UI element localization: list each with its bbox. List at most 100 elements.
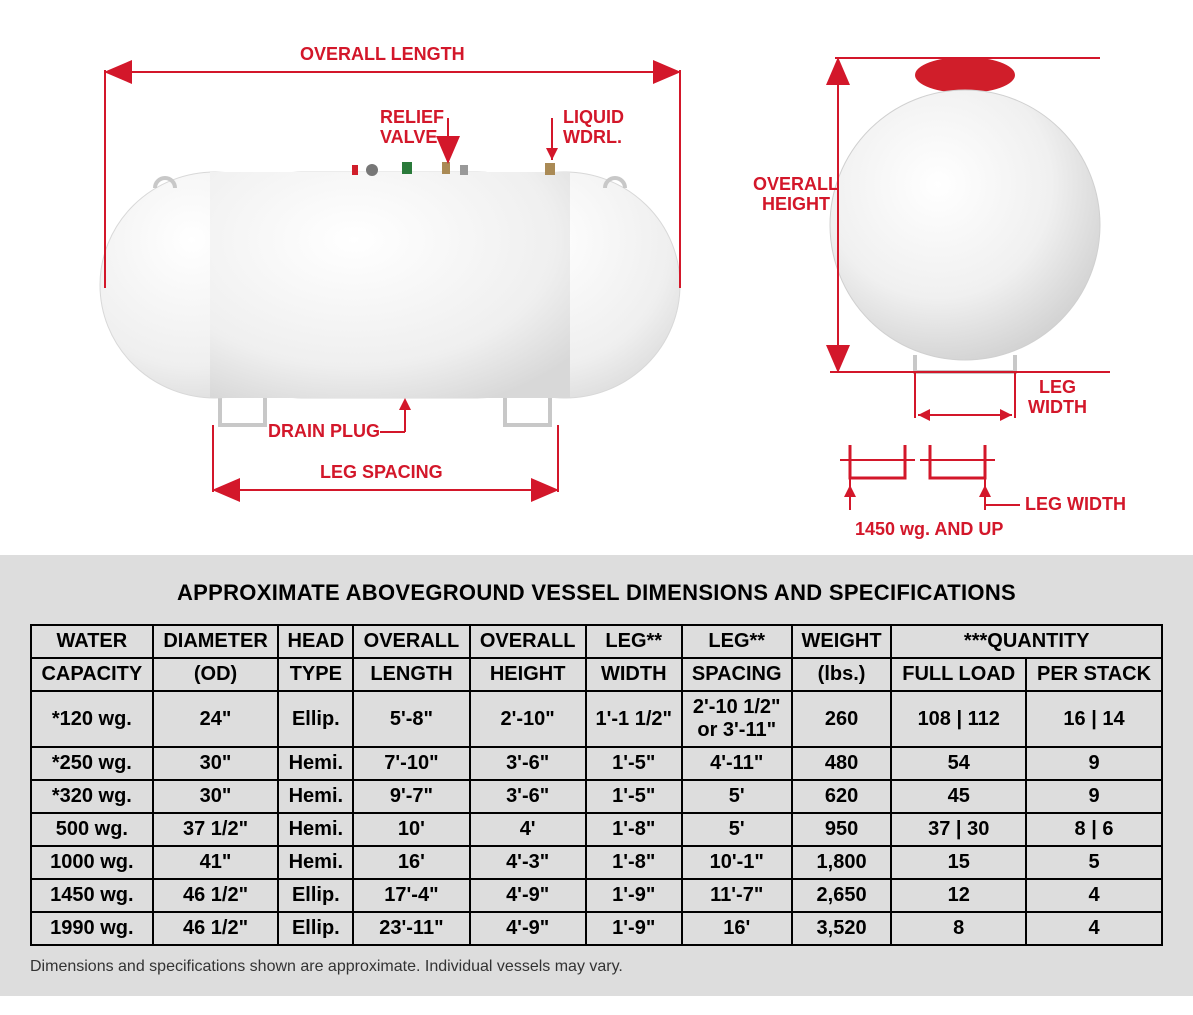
table-cell: Ellip. <box>278 691 353 747</box>
th: HEAD <box>278 625 353 658</box>
label-relief-valve: RELIEFVALVE <box>380 108 444 148</box>
table-cell: 9 <box>1026 747 1162 780</box>
th: OVERALL <box>470 625 586 658</box>
table-cell: 1'-8" <box>586 846 682 879</box>
table-cell: 12 <box>891 879 1026 912</box>
table-cell: *250 wg. <box>31 747 153 780</box>
table-cell: 54 <box>891 747 1026 780</box>
table-cell: 3'-6" <box>470 747 586 780</box>
label-drain-plug: DRAIN PLUG <box>268 422 380 442</box>
table-cell: 10'-1" <box>682 846 792 879</box>
table-cell: 4 <box>1026 912 1162 945</box>
header-row-2: CAPACITY (OD) TYPE LENGTH HEIGHT WIDTH S… <box>31 658 1162 691</box>
th: DIAMETER <box>153 625 279 658</box>
th: PER STACK <box>1026 658 1162 691</box>
label-leg-spacing: LEG SPACING <box>320 463 443 483</box>
table-cell: 4'-9" <box>470 879 586 912</box>
table-row: *120 wg.24"Ellip.5'-8"2'-10"1'-1 1/2"2'-… <box>31 691 1162 747</box>
table-row: 500 wg.37 1/2"Hemi.10'4'1'-8"5'95037 | 3… <box>31 813 1162 846</box>
table-cell: 480 <box>792 747 892 780</box>
th: SPACING <box>682 658 792 691</box>
label-leg-width-top: LEGWIDTH <box>1028 378 1087 418</box>
table-cell: Hemi. <box>278 780 353 813</box>
table-row: *320 wg.30"Hemi.9'-7"3'-6"1'-5"5'620459 <box>31 780 1162 813</box>
table-cell: 46 1/2" <box>153 912 279 945</box>
table-cell: 2,650 <box>792 879 892 912</box>
header-row-1: WATER DIAMETER HEAD OVERALL OVERALL LEG*… <box>31 625 1162 658</box>
table-cell: 1'-1 1/2" <box>586 691 682 747</box>
table-cell: 10' <box>353 813 469 846</box>
table-section: APPROXIMATE ABOVEGROUND VESSEL DIMENSION… <box>0 555 1193 996</box>
th: WATER <box>31 625 153 658</box>
table-cell: 30" <box>153 780 279 813</box>
table-cell: 24" <box>153 691 279 747</box>
table-cell: 108 | 112 <box>891 691 1026 747</box>
table-cell: 1'-9" <box>586 912 682 945</box>
table-cell: 37 1/2" <box>153 813 279 846</box>
th: LENGTH <box>353 658 469 691</box>
table-cell: 46 1/2" <box>153 879 279 912</box>
table-cell: 15 <box>891 846 1026 879</box>
table-cell: 41" <box>153 846 279 879</box>
table-cell: 4'-9" <box>470 912 586 945</box>
table-cell: 620 <box>792 780 892 813</box>
table-cell: 9'-7" <box>353 780 469 813</box>
label-liquid-wdrl: LIQUIDWDRL. <box>563 108 624 148</box>
th: ***QUANTITY <box>891 625 1162 658</box>
table-cell: Hemi. <box>278 846 353 879</box>
table-cell: 5 <box>1026 846 1162 879</box>
th: CAPACITY <box>31 658 153 691</box>
table-cell: 5' <box>682 780 792 813</box>
table-cell: 500 wg. <box>31 813 153 846</box>
diagram-svg <box>0 0 1193 555</box>
th: (OD) <box>153 658 279 691</box>
th: OVERALL <box>353 625 469 658</box>
th: WIDTH <box>586 658 682 691</box>
th: (lbs.) <box>792 658 892 691</box>
table-cell: 3,520 <box>792 912 892 945</box>
table-row: 1990 wg.46 1/2"Ellip.23'-11"4'-9"1'-9"16… <box>31 912 1162 945</box>
table-cell: 2'-10 1/2"or 3'-11" <box>682 691 792 747</box>
table-cell: 260 <box>792 691 892 747</box>
table-cell: 5' <box>682 813 792 846</box>
table-cell: 1'-8" <box>586 813 682 846</box>
table-cell: 7'-10" <box>353 747 469 780</box>
page: OVERALL LENGTH RELIEFVALVE LIQUIDWDRL. D… <box>0 0 1193 996</box>
table-cell: 1,800 <box>792 846 892 879</box>
table-cell: 8 <box>891 912 1026 945</box>
label-leg-width-bottom: LEG WIDTH <box>1025 495 1126 515</box>
table-cell: 1'-5" <box>586 780 682 813</box>
table-cell: 4 <box>1026 879 1162 912</box>
table-cell: 45 <box>891 780 1026 813</box>
table-cell: 1000 wg. <box>31 846 153 879</box>
diagram-area: OVERALL LENGTH RELIEFVALVE LIQUIDWDRL. D… <box>0 0 1193 555</box>
th: HEIGHT <box>470 658 586 691</box>
table-cell: 11'-7" <box>682 879 792 912</box>
table-cell: 1'-5" <box>586 747 682 780</box>
table-row: 1000 wg.41"Hemi.16'4'-3"1'-8"10'-1"1,800… <box>31 846 1162 879</box>
table-cell: 5'-8" <box>353 691 469 747</box>
table-cell: 17'-4" <box>353 879 469 912</box>
table-cell: Ellip. <box>278 912 353 945</box>
table-cell: 16' <box>353 846 469 879</box>
table-cell: 3'-6" <box>470 780 586 813</box>
label-leg-width-note: 1450 wg. AND UP <box>855 520 1003 540</box>
table-cell: Hemi. <box>278 747 353 780</box>
table-cell: *120 wg. <box>31 691 153 747</box>
table-cell: 4' <box>470 813 586 846</box>
table-row: 1450 wg.46 1/2"Ellip.17'-4"4'-9"1'-9"11'… <box>31 879 1162 912</box>
table-title: APPROXIMATE ABOVEGROUND VESSEL DIMENSION… <box>30 580 1163 606</box>
table-cell: 4'-3" <box>470 846 586 879</box>
table-cell: 1990 wg. <box>31 912 153 945</box>
label-overall-height: OVERALLHEIGHT <box>753 175 839 215</box>
table-cell: 1450 wg. <box>31 879 153 912</box>
table-cell: Hemi. <box>278 813 353 846</box>
specs-table: WATER DIAMETER HEAD OVERALL OVERALL LEG*… <box>30 624 1163 946</box>
table-cell: 30" <box>153 747 279 780</box>
th: FULL LOAD <box>891 658 1026 691</box>
table-cell: 9 <box>1026 780 1162 813</box>
table-cell: 1'-9" <box>586 879 682 912</box>
table-cell: 2'-10" <box>470 691 586 747</box>
table-row: *250 wg.30"Hemi.7'-10"3'-6"1'-5"4'-11"48… <box>31 747 1162 780</box>
th: LEG** <box>682 625 792 658</box>
